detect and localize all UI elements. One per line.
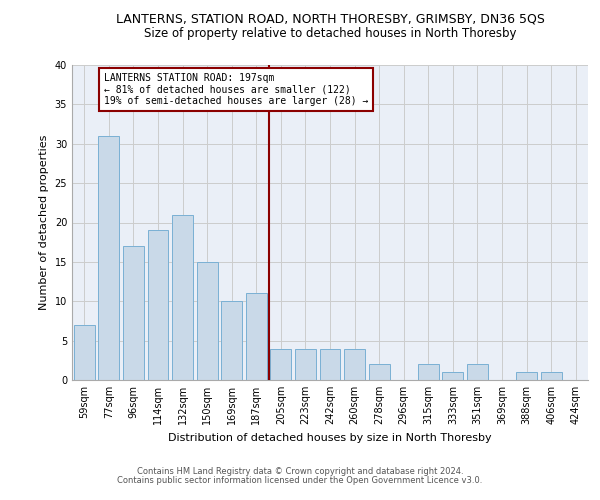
X-axis label: Distribution of detached houses by size in North Thoresby: Distribution of detached houses by size … — [168, 432, 492, 442]
Bar — [74, 325, 95, 380]
Text: Contains public sector information licensed under the Open Government Licence v3: Contains public sector information licen… — [118, 476, 482, 485]
Bar — [172, 214, 193, 380]
Bar — [344, 348, 365, 380]
Bar — [368, 364, 389, 380]
Bar — [320, 348, 340, 380]
Text: LANTERNS STATION ROAD: 197sqm
← 81% of detached houses are smaller (122)
19% of : LANTERNS STATION ROAD: 197sqm ← 81% of d… — [104, 73, 368, 106]
Bar — [246, 294, 267, 380]
Text: LANTERNS, STATION ROAD, NORTH THORESBY, GRIMSBY, DN36 5QS: LANTERNS, STATION ROAD, NORTH THORESBY, … — [116, 12, 544, 26]
Bar — [516, 372, 537, 380]
Bar — [541, 372, 562, 380]
Bar — [148, 230, 169, 380]
Bar — [271, 348, 292, 380]
Bar — [295, 348, 316, 380]
Bar — [221, 301, 242, 380]
Bar — [418, 364, 439, 380]
Bar — [123, 246, 144, 380]
Bar — [98, 136, 119, 380]
Bar — [197, 262, 218, 380]
Y-axis label: Number of detached properties: Number of detached properties — [39, 135, 49, 310]
Bar — [467, 364, 488, 380]
Bar — [442, 372, 463, 380]
Text: Size of property relative to detached houses in North Thoresby: Size of property relative to detached ho… — [144, 28, 516, 40]
Text: Contains HM Land Registry data © Crown copyright and database right 2024.: Contains HM Land Registry data © Crown c… — [137, 467, 463, 476]
